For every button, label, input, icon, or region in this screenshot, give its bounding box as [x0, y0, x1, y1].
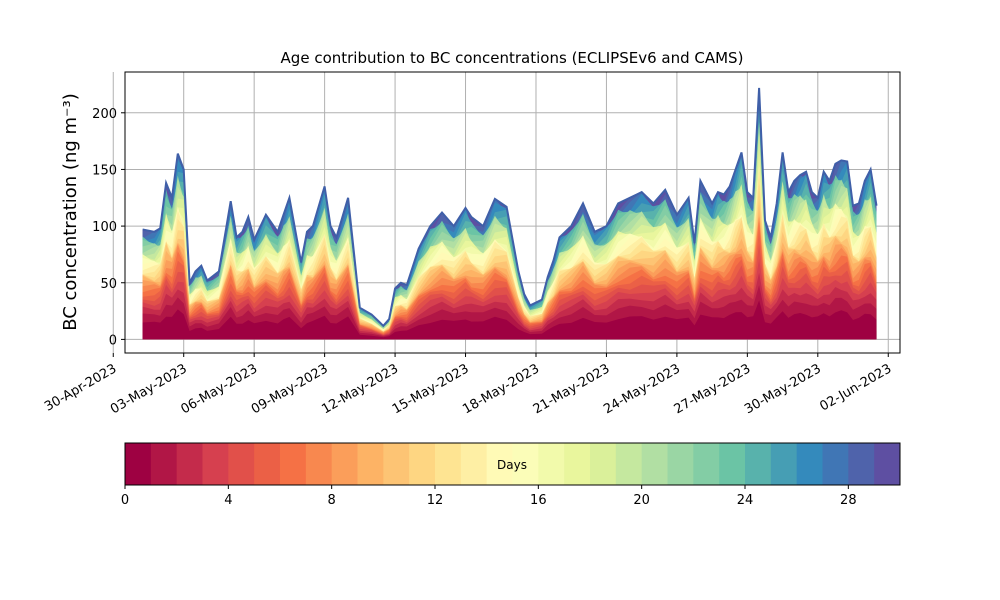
- colorbar: 0 4 8 12 16 20 24 28: [121, 443, 901, 508]
- colorbar-swatch: [331, 443, 358, 485]
- colorbar-tick-label: 20: [633, 493, 650, 508]
- colorbar-swatch: [590, 443, 617, 485]
- colorbar-swatch: [770, 443, 798, 485]
- colorbar-swatch: [383, 443, 410, 485]
- y-tick-label: 50: [100, 277, 117, 292]
- y-tick-label: 150: [92, 163, 117, 178]
- colorbar-swatch: [409, 443, 436, 485]
- colorbar-swatch: [822, 443, 849, 485]
- colorbar-swatch: [693, 443, 720, 485]
- plot-frame: [124, 71, 901, 354]
- colorbar-swatch: [435, 443, 462, 485]
- colorbar-swatch: [176, 443, 203, 485]
- colorbar-tick-label: 24: [737, 493, 754, 508]
- colorbar-swatch: [512, 443, 539, 485]
- y-tick-label: 100: [92, 220, 117, 235]
- colorbar-swatch: [667, 443, 694, 485]
- colorbar-frame: [124, 442, 901, 486]
- colorbar-swatch: [150, 443, 178, 485]
- y-tick-label: 200: [92, 107, 117, 122]
- colorbar-swatch: [125, 443, 152, 485]
- colorbar-swatch: [305, 443, 333, 485]
- colorbar-tick-label: 4: [224, 493, 232, 508]
- stacked-age-areas: [142, 87, 878, 340]
- x-tick-label: 27-May-2023: [672, 361, 754, 417]
- x-tick-label: 30-Apr-2023: [42, 361, 119, 414]
- colorbar-swatch: [874, 443, 901, 485]
- chart-title: Age contribution to BC concentrations (E…: [281, 49, 744, 67]
- colorbar-swatch: [357, 443, 384, 485]
- colorbar-tick-label: 16: [530, 493, 547, 508]
- age-band-area: [142, 300, 877, 340]
- x-tick-label: 02-Jun-2023: [817, 361, 894, 414]
- colorbar-tick-label: 28: [840, 493, 857, 508]
- x-tick-label: 06-May-2023: [178, 361, 260, 417]
- x-tick-label: 18-May-2023: [460, 361, 542, 417]
- y-tick-label: 0: [109, 333, 117, 348]
- colorbar-swatch: [564, 443, 591, 485]
- colorbar-swatch: [460, 443, 488, 485]
- x-tick-label: 21-May-2023: [531, 361, 613, 417]
- colorbar-swatch: [615, 443, 643, 485]
- y-axis-label: BC concentration (ng m⁻³): [60, 93, 81, 331]
- x-tick-label: 09-May-2023: [249, 361, 331, 417]
- total-line: [142, 87, 878, 328]
- x-tick-label: 03-May-2023: [108, 361, 190, 417]
- colorbar-swatch: [202, 443, 229, 485]
- x-tick-label: 15-May-2023: [390, 361, 472, 417]
- colorbar-tick-label: 12: [427, 493, 444, 508]
- colorbar-swatch: [254, 443, 281, 485]
- x-tick-label: 24-May-2023: [601, 361, 683, 417]
- colorbar-swatch: [745, 443, 772, 485]
- colorbar-tick-label: 0: [121, 493, 129, 508]
- colorbar-swatch: [719, 443, 746, 485]
- colorbar-swatch: [796, 443, 823, 485]
- colorbar-tick-label: 8: [328, 493, 336, 508]
- colorbar-swatch: [538, 443, 565, 485]
- colorbar-swatch: [280, 443, 307, 485]
- x-tick-label: 30-May-2023: [742, 361, 824, 417]
- colorbar-swatch: [228, 443, 255, 485]
- colorbar-swatch: [848, 443, 875, 485]
- colorbar-swatch: [486, 443, 513, 485]
- colorbar-swatch: [641, 443, 668, 485]
- x-tick-label: 12-May-2023: [319, 361, 401, 417]
- colorbar-label: Days: [497, 458, 527, 472]
